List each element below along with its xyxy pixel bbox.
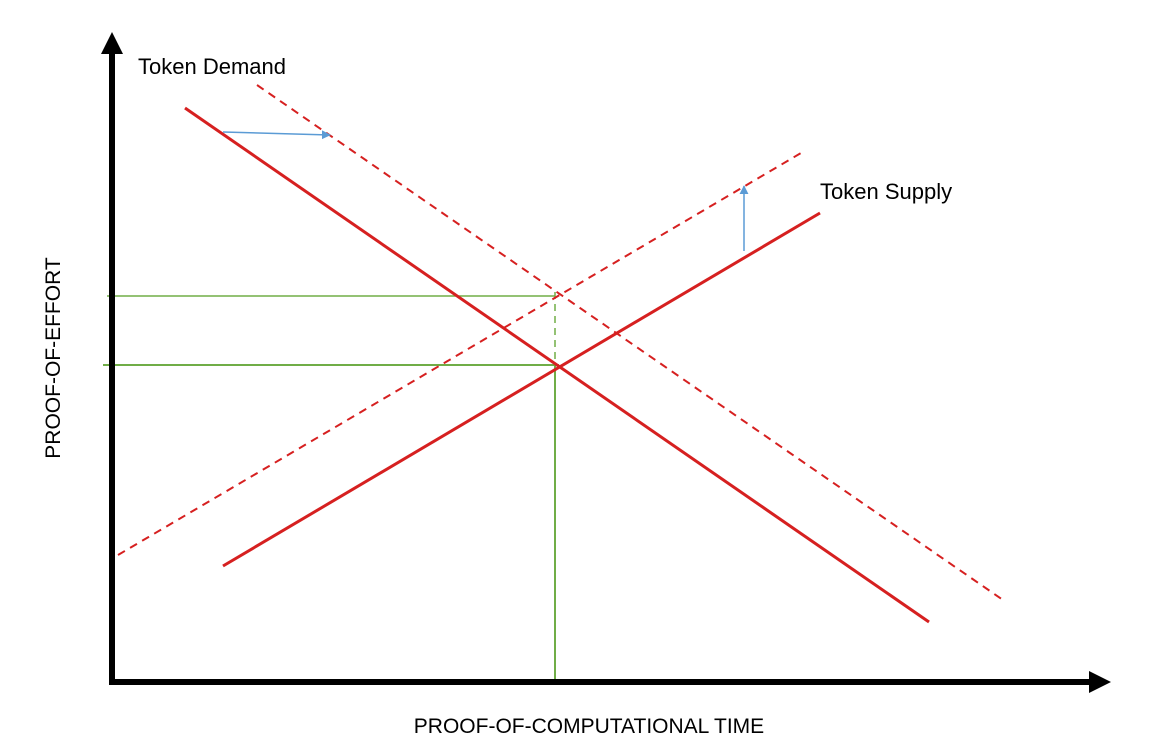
supply-curve-label: Token Supply	[820, 179, 952, 204]
y-axis-arrowhead	[101, 32, 123, 54]
demand-curve-label: Token Demand	[138, 54, 286, 79]
x-axis-label: PROOF-OF-COMPUTATIONAL TIME	[414, 715, 764, 738]
shifted-demand-curve	[256, 84, 1004, 601]
y-axis-label: PROOF-OF-EFFORT	[42, 257, 65, 459]
shifted-supply-curve	[117, 152, 802, 556]
x-axis-arrowhead	[1089, 671, 1111, 693]
demand-shift-arrow	[222, 130, 331, 140]
demand-curve	[184, 106, 930, 624]
supply-curve	[222, 211, 821, 568]
